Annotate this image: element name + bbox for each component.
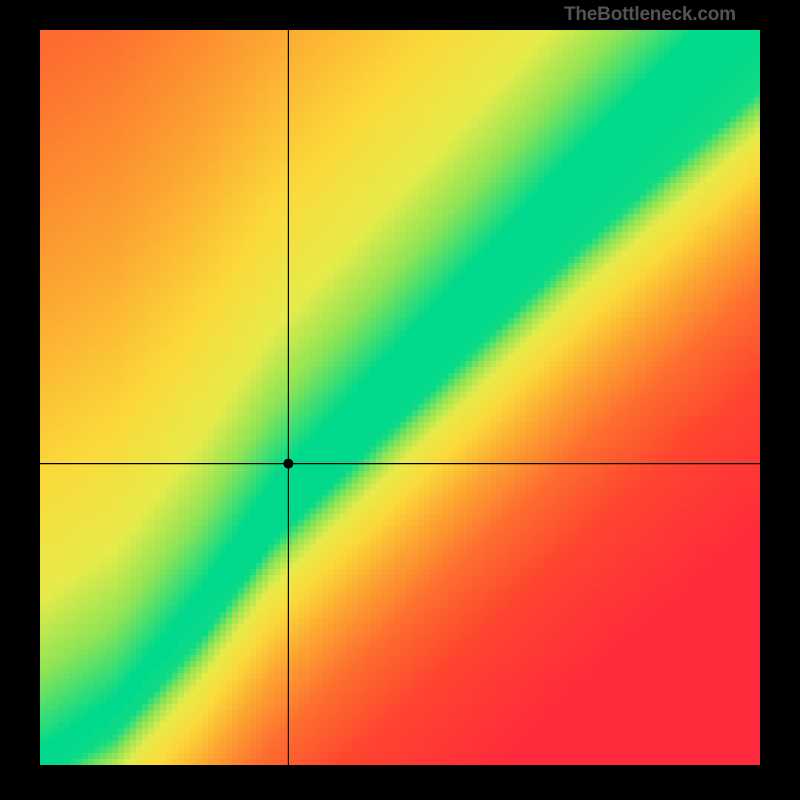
watermark-text: TheBottleneck.com — [564, 4, 736, 26]
bottleneck-heatmap — [40, 30, 760, 765]
chart-container: { "watermark": { "text": "TheBottleneck.… — [0, 0, 800, 800]
